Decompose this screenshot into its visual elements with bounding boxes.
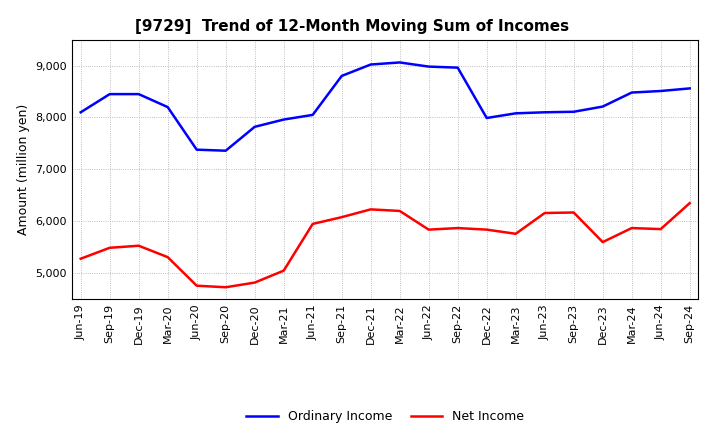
Net Income — [338, 215, 346, 220]
Net Income — [511, 231, 520, 236]
Net Income — [541, 210, 549, 216]
Net Income — [598, 239, 607, 245]
Ordinary Income — [541, 110, 549, 115]
Ordinary Income — [76, 110, 85, 115]
Net Income — [657, 227, 665, 232]
Ordinary Income — [395, 60, 404, 65]
Net Income — [221, 285, 230, 290]
Ordinary Income — [424, 64, 433, 69]
Net Income — [482, 227, 491, 232]
Ordinary Income — [279, 117, 288, 122]
Net Income — [366, 207, 375, 212]
Ordinary Income — [685, 86, 694, 91]
Net Income — [627, 225, 636, 231]
Text: [9729]  Trend of 12-Month Moving Sum of Incomes: [9729] Trend of 12-Month Moving Sum of I… — [135, 19, 569, 34]
Ordinary Income — [570, 109, 578, 114]
Net Income — [570, 210, 578, 215]
Ordinary Income — [105, 92, 114, 97]
Ordinary Income — [192, 147, 201, 152]
Ordinary Income — [221, 148, 230, 154]
Net Income — [424, 227, 433, 232]
Net Income — [279, 268, 288, 273]
Ordinary Income — [511, 111, 520, 116]
Net Income — [685, 201, 694, 206]
Ordinary Income — [657, 88, 665, 94]
Net Income — [395, 208, 404, 213]
Net Income — [163, 254, 172, 260]
Ordinary Income — [135, 92, 143, 97]
Net Income — [251, 280, 259, 285]
Ordinary Income — [454, 65, 462, 70]
Ordinary Income — [308, 112, 317, 117]
Ordinary Income — [251, 124, 259, 129]
Ordinary Income — [163, 104, 172, 110]
Net Income — [192, 283, 201, 288]
Ordinary Income — [366, 62, 375, 67]
Ordinary Income — [482, 115, 491, 121]
Ordinary Income — [627, 90, 636, 95]
Ordinary Income — [598, 104, 607, 109]
Net Income — [454, 225, 462, 231]
Line: Ordinary Income: Ordinary Income — [81, 62, 690, 151]
Legend: Ordinary Income, Net Income: Ordinary Income, Net Income — [241, 405, 529, 428]
Net Income — [105, 245, 114, 250]
Ordinary Income — [338, 73, 346, 79]
Net Income — [135, 243, 143, 248]
Line: Net Income: Net Income — [81, 203, 690, 287]
Net Income — [76, 256, 85, 261]
Net Income — [308, 221, 317, 227]
Y-axis label: Amount (million yen): Amount (million yen) — [17, 104, 30, 235]
